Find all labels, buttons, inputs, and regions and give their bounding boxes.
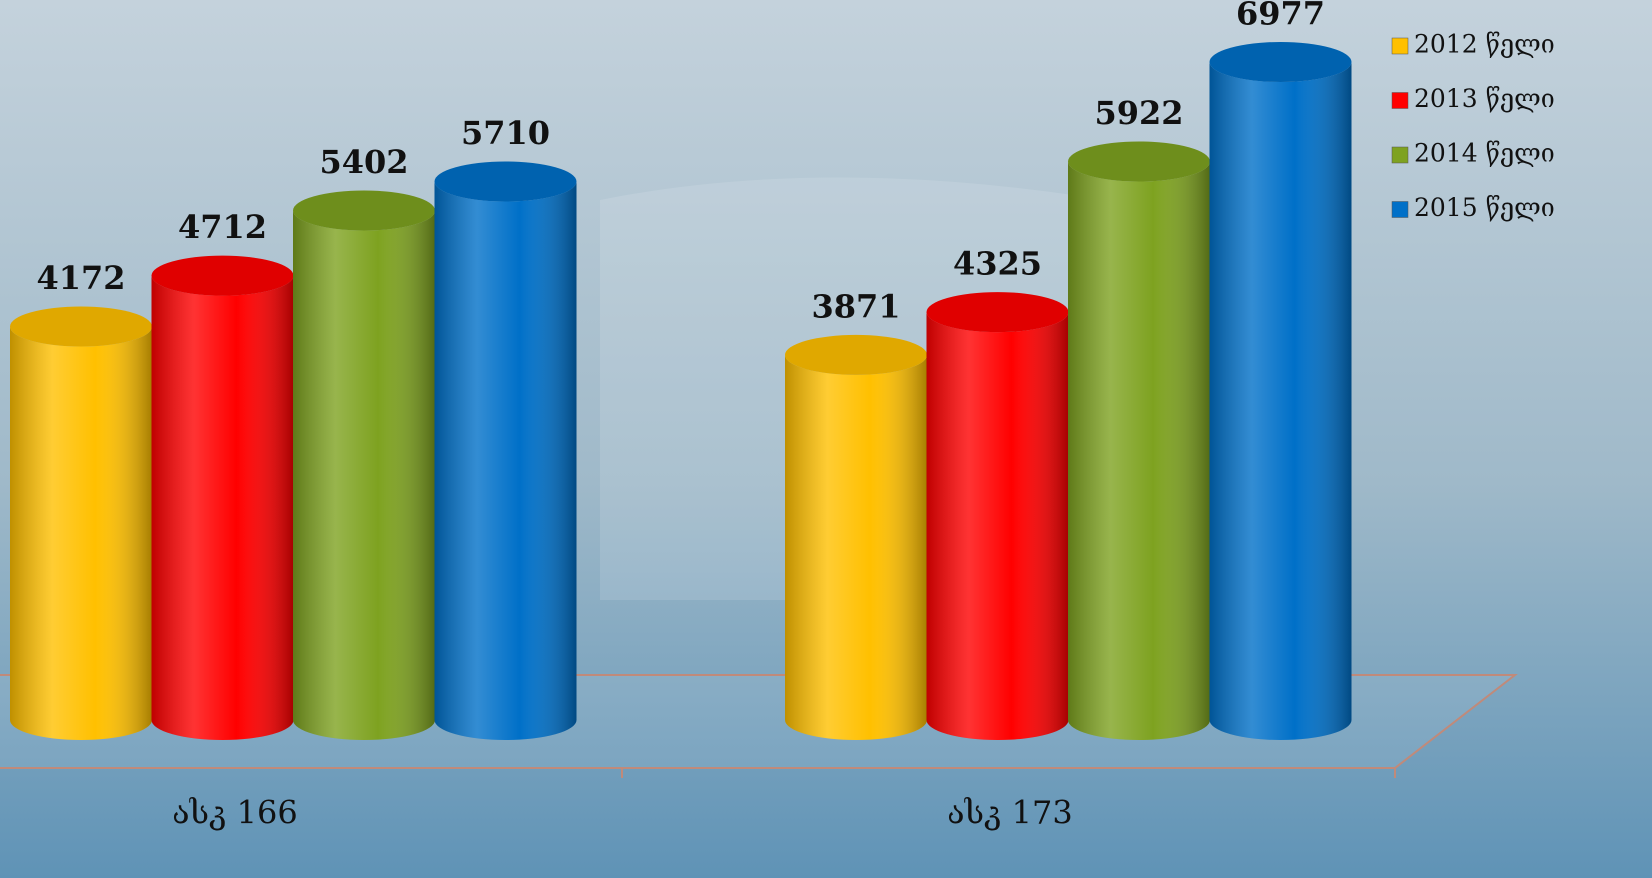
cylinder-shade xyxy=(926,312,1069,740)
x-tick-label: ასკ 166 xyxy=(172,794,297,832)
data-label: 5402 xyxy=(319,143,408,181)
data-label: 5922 xyxy=(1094,94,1183,132)
legend-marker xyxy=(1391,146,1409,164)
x-tick-label: ასკ 173 xyxy=(947,794,1072,832)
legend-marker xyxy=(1391,37,1409,55)
cylinder-top-shade xyxy=(785,334,927,375)
data-label: 3871 xyxy=(811,287,900,325)
cylinder-shade xyxy=(293,210,435,740)
cylinder-shade xyxy=(10,326,152,740)
cylinder-top-shade xyxy=(926,292,1069,333)
cylinder-top xyxy=(293,190,435,231)
data-label: 4712 xyxy=(178,208,267,246)
cylinder-top-shade xyxy=(1209,42,1352,82)
legend-label: 2015 წელი xyxy=(1414,193,1555,222)
cylinder-top xyxy=(1209,42,1352,82)
data-label: 4325 xyxy=(953,245,1042,283)
legend-marker xyxy=(1391,92,1409,109)
cylinder-top-shade xyxy=(1068,141,1210,182)
cylinder-top xyxy=(1068,141,1210,182)
cylinder-shade xyxy=(434,181,577,741)
legend-label: 2012 წელი xyxy=(1414,30,1555,59)
cylinder-top xyxy=(434,161,577,202)
cylinder-shade xyxy=(1068,161,1210,740)
cylinder-top-shade xyxy=(293,190,435,231)
data-label: 4172 xyxy=(36,259,125,297)
cylinder-top xyxy=(785,334,927,375)
legend-label: 2014 წელი xyxy=(1414,139,1555,168)
cylinder-top-shade xyxy=(434,161,577,202)
cylinder-shade xyxy=(785,354,927,740)
data-label: 5710 xyxy=(461,114,550,152)
cylinder-top xyxy=(151,255,294,296)
legend-marker xyxy=(1391,201,1409,218)
cylinder-shade xyxy=(1209,62,1352,740)
legend-label: 2013 წელი xyxy=(1414,84,1555,113)
cylinder-top xyxy=(926,292,1069,333)
cylinder-top-shade xyxy=(10,306,152,347)
data-label: 6977 xyxy=(1236,0,1325,33)
floor-edge xyxy=(0,674,1518,769)
cylinder-shade xyxy=(151,275,294,740)
cylinder-top-shade xyxy=(151,255,294,296)
cylinder-top xyxy=(10,306,152,347)
